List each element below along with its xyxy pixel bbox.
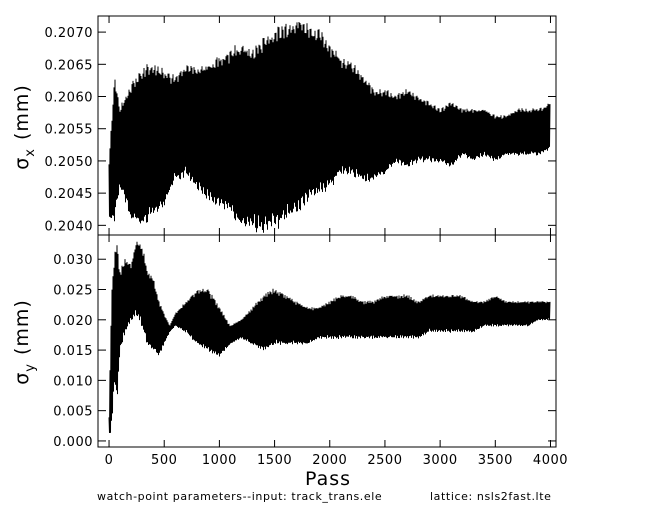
sigma-x-ytick-label: 0.2040 <box>45 219 94 234</box>
sigma-y-ytick-label: 0.030 <box>53 253 93 268</box>
sigma-x-ytick-label: 0.2065 <box>45 58 94 73</box>
sigma-x-series-0 <box>108 21 551 233</box>
sigma-x-ylabel-symbol: σ <box>11 157 33 170</box>
sigma-y-plot-frame <box>97 234 557 448</box>
sigma-x-ytick-label: 0.2050 <box>45 155 94 170</box>
sigma-y-panel: 0.000 0.005 0.010 0.015 0.020 0.025 0.030 0 500… <box>11 234 568 490</box>
pass-x-axis: 0 500 1000 1500 2000 2500 3000 3500 4000 <box>105 235 568 468</box>
sigma-x-ytick-label: 0.2060 <box>45 91 94 106</box>
sigma-y-ytick-label: 0.015 <box>53 344 93 359</box>
sigma-x-ylabel: σx (mm) <box>11 84 38 170</box>
sigma-y-ytick-label: 0.000 <box>53 435 93 450</box>
sigma-x-ylabel-units: (mm) <box>11 84 33 140</box>
sigma-y-ytick-label: 0.020 <box>53 314 93 329</box>
sigma-y-y-axis: 0.000 0.005 0.010 0.015 0.020 0.025 0.030 <box>53 253 556 450</box>
pass-xtick-label: 4000 <box>533 453 568 468</box>
pass-xtick-label: 3000 <box>423 453 458 468</box>
sigma-x-ytick-label: 0.2070 <box>45 26 94 41</box>
sigma-y-series-0 <box>108 241 551 434</box>
sigma-x-ytick-label: 0.2055 <box>45 123 94 138</box>
sigma-x-ylabel-subscript: x <box>23 148 38 157</box>
pass-xtick-label: 1000 <box>202 453 237 468</box>
sigma-y-plot-area <box>108 241 551 434</box>
sigma-y-ylabel-subscript: y <box>23 363 38 372</box>
pass-xtick-label: 500 <box>151 453 177 468</box>
pass-xtick-label: 0 <box>105 453 114 468</box>
pass-xtick-label: 2500 <box>367 453 402 468</box>
sigma-y-ytick-label: 0.005 <box>53 405 93 420</box>
pass-xtick-label: 3500 <box>478 453 513 468</box>
sigma-x-panel: 0.2040 0.2045 0.2050 0.2055 0.2060 0.2065 0.20… <box>11 15 557 236</box>
sigma-y-ylabel-units: (mm) <box>11 299 33 355</box>
footer-input-file: watch-point parameters--input: track_tra… <box>97 490 382 503</box>
pass-xlabel: Pass <box>305 468 351 490</box>
sigma-x-y-axis: 0.2040 0.2045 0.2050 0.2055 0.2060 0.2065 0.20… <box>45 16 556 235</box>
sigma-x-ytick-label: 0.2045 <box>45 187 94 202</box>
footer-lattice-file: lattice: nsls2fast.lte <box>430 490 551 503</box>
pass-xtick-label: 1500 <box>257 453 292 468</box>
pass-xtick-label: 2000 <box>312 453 347 468</box>
sigma-y-ylabel-symbol: σ <box>11 372 33 385</box>
sigma-y-ytick-label: 0.025 <box>53 284 93 299</box>
sigma-y-ylabel: σy (mm) <box>11 299 38 385</box>
sigma-y-ytick-label: 0.010 <box>53 374 93 389</box>
sigma-x-plot-area <box>108 21 551 233</box>
